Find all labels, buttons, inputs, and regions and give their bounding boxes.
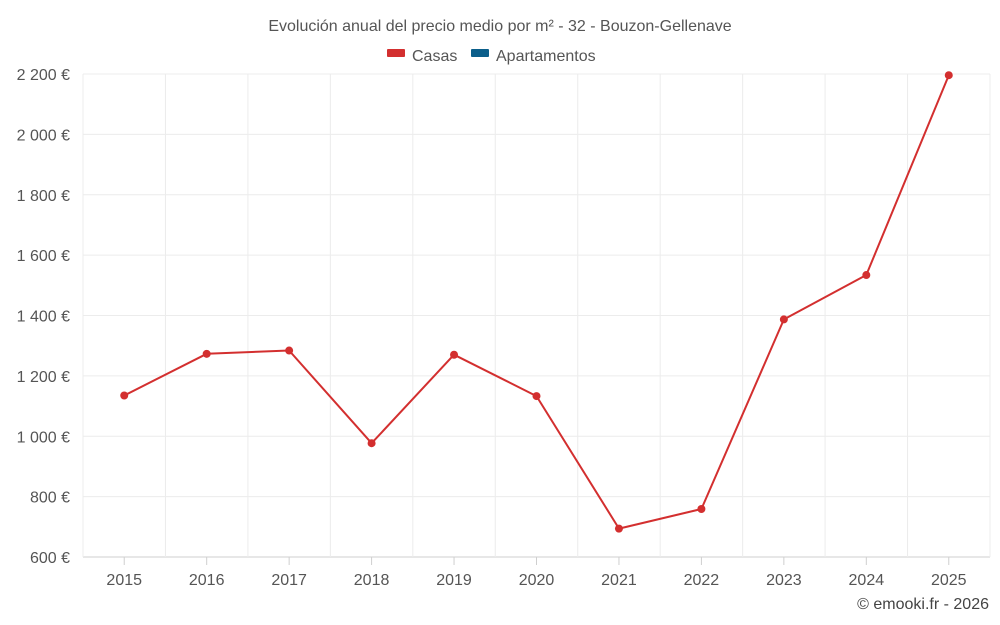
legend-label-apartamentos: Apartamentos	[496, 48, 596, 65]
x-tick-label: 2021	[601, 572, 637, 589]
x-tick-label: 2016	[189, 572, 225, 589]
data-point-casas[interactable]	[532, 392, 541, 401]
x-tick-label: 2019	[436, 572, 472, 589]
y-tick-label: 1 800 €	[17, 188, 70, 205]
data-point-casas[interactable]	[202, 349, 211, 358]
x-tick-label: 2024	[849, 572, 885, 589]
data-point-casas[interactable]	[779, 315, 788, 324]
y-axis: 600 € 800 € 1 000 € 1 200 € 1 400 € 1 600 € 1 …	[17, 67, 70, 567]
y-tick-label: 2 200 €	[17, 67, 70, 84]
x-tick-label: 2025	[931, 572, 967, 589]
x-axis: 2015 2016 2017 2018 2019 2020 2021 2022 2023 2024…	[106, 557, 967, 589]
data-point-casas[interactable]	[614, 524, 623, 533]
y-tick-label: 800 €	[30, 490, 70, 507]
chart-title: Evolución anual del precio medio por m² …	[268, 18, 731, 35]
legend-label-casas: Casas	[412, 48, 457, 65]
data-point-casas[interactable]	[450, 350, 459, 359]
y-tick-label: 1 400 €	[17, 309, 70, 326]
data-point-casas[interactable]	[367, 439, 376, 448]
x-tick-label: 2023	[766, 572, 802, 589]
data-point-casas[interactable]	[944, 71, 953, 80]
legend: Casas Apartamentos	[387, 48, 596, 65]
legend-item-apartamentos[interactable]: Apartamentos	[471, 48, 596, 65]
y-tick-label: 600 €	[30, 550, 70, 567]
y-tick-label: 1 200 €	[17, 369, 70, 386]
x-tick-label: 2020	[519, 572, 555, 589]
y-tick-label: 1 600 €	[17, 248, 70, 265]
data-point-casas[interactable]	[862, 271, 871, 280]
legend-swatch-casas	[387, 49, 405, 57]
data-point-casas[interactable]	[285, 346, 294, 355]
x-tick-label: 2015	[106, 572, 142, 589]
y-tick-label: 1 000 €	[17, 429, 70, 446]
x-tick-label: 2017	[271, 572, 307, 589]
gridlines	[82, 73, 991, 558]
series-casas	[120, 71, 953, 533]
x-tick-label: 2018	[354, 572, 390, 589]
data-point-casas[interactable]	[697, 505, 706, 514]
data-point-casas[interactable]	[120, 391, 129, 400]
legend-swatch-apartamentos	[471, 49, 489, 57]
credit-text: © emooki.fr - 2026	[857, 596, 989, 613]
legend-item-casas[interactable]: Casas	[387, 48, 457, 65]
y-tick-label: 2 000 €	[17, 127, 70, 144]
x-tick-label: 2022	[684, 572, 720, 589]
